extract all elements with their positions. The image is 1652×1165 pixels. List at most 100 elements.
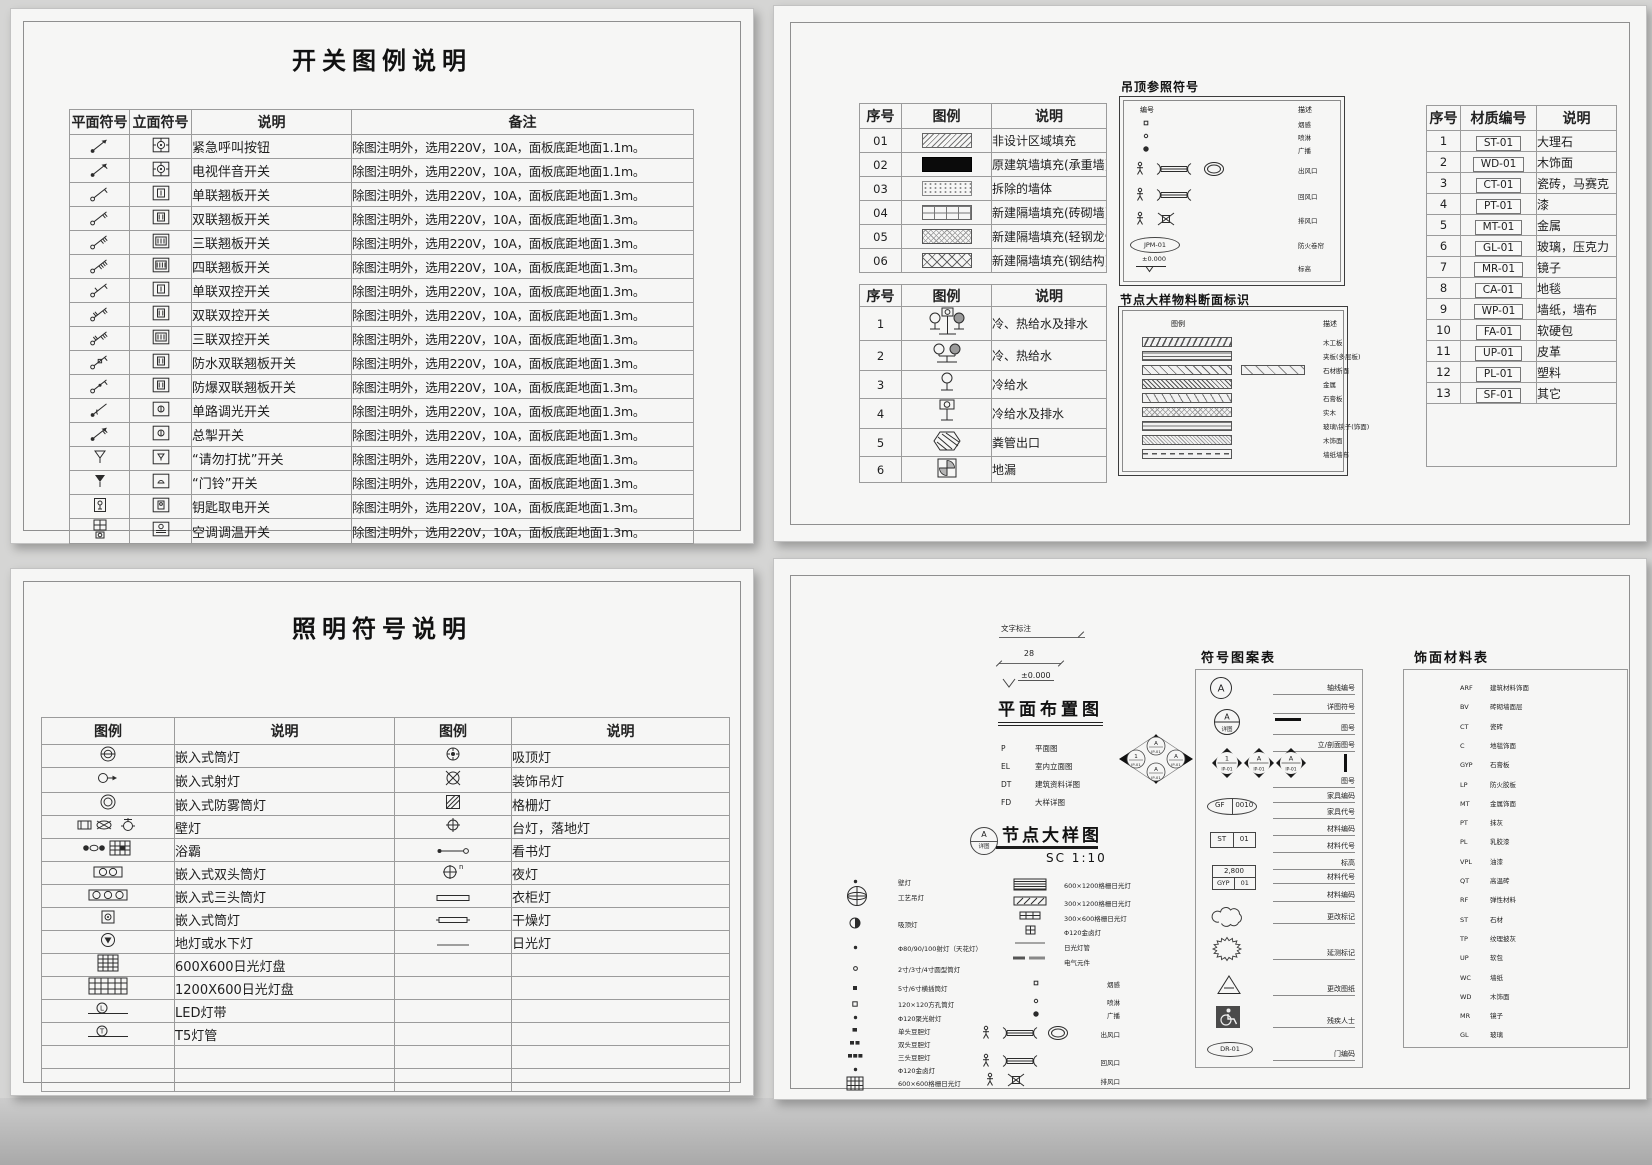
material-code: MT-01 [1460, 214, 1537, 236]
plan-symbol-icon [69, 350, 130, 375]
lighting-row: 嵌入式三头筒灯 衣柜灯 [41, 884, 730, 908]
c-spk-icon [1142, 145, 1150, 153]
plumbing-description: 地漏 [991, 456, 1107, 483]
col-legend: 图例 [901, 103, 992, 129]
symbol-label: 材料编码 [1273, 890, 1355, 902]
finish-code: MT [1460, 799, 1470, 808]
ceiling-item-label: 排风口 [1298, 217, 1318, 225]
lamp-item-label: 双头豆胆灯 [898, 1041, 931, 1049]
lamp-symbol-icon [41, 953, 175, 977]
lamp-item-label: 120×120方孔筒灯 [898, 1001, 955, 1009]
finish-code: PL [1460, 838, 1468, 847]
row-number: 2 [1426, 151, 1461, 173]
material-row: 11 UP-01 皮革 [1426, 340, 1617, 362]
finish-code: ST [1460, 915, 1469, 924]
fill-description: 新建隔墙填充(砖砌墙) [991, 200, 1107, 225]
sheet-switch-legend: 开关图例说明 平面符号 立面符号 说明 备注 紧急呼叫按钮 除图注明外，选用220… [10, 8, 754, 544]
bar-veneer-icon [1142, 435, 1232, 445]
material-code: UP-01 [1460, 340, 1537, 362]
lamp-description: 夜灯 [511, 861, 730, 885]
airflow-person-icon [1134, 211, 1146, 226]
row-number: 4 [859, 398, 902, 429]
ceiling-item-label: 出风口 [1298, 167, 1318, 175]
lamp-symbol-icon: L [41, 999, 175, 1023]
finish-material-row: ARF 建筑材料饰面 [1460, 682, 1529, 692]
d-bean3-icon [842, 1053, 868, 1059]
lamp-item-label: 日光灯管 [1064, 944, 1090, 952]
switch-row: 空调调温开关 除图注明外，选用220V，10A，面板底距地面1.3m。 [69, 518, 694, 544]
plan-symbol-icon [69, 494, 130, 519]
switch-description: 电视伴音开关 [191, 158, 352, 183]
fill-swatch-cell [901, 248, 992, 273]
lamp-symbol-icon [394, 1068, 512, 1092]
lamp-symbol-icon [394, 953, 512, 977]
airflow-person-icon [984, 1072, 996, 1087]
svg-text:A: A [1224, 713, 1230, 722]
bar-stone-icon [1142, 365, 1232, 375]
page-title-switch: 开关图例说明 [292, 47, 472, 75]
switch-row: 双联双控开关 除图注明外，选用220V，10A，面板底距地面1.3m。 [69, 302, 694, 327]
switch-remark: 除图注明外，选用220V，10A，面板底距地面1.3m。 [351, 302, 694, 327]
lamp-symbol-icon [41, 976, 175, 1000]
bar-glass-icon [1142, 421, 1232, 431]
col-remark: 备注 [351, 109, 694, 135]
exhaust-icon [1156, 211, 1176, 227]
switch-description: 四联翘板开关 [191, 254, 352, 279]
svg-text:A: A [1289, 755, 1294, 763]
svg-text:IP-01: IP-01 [1151, 775, 1161, 780]
c-spk-icon [1032, 1010, 1040, 1018]
finish-material-row: WD 木饰面 [1460, 991, 1510, 1001]
hvac-item-label: 烟感 [1107, 981, 1120, 989]
lighting-row: 浴霸 看书灯 [41, 838, 730, 862]
switch-remark: 除图注明外，选用220V，10A，面板底距地面1.3m。 [351, 374, 694, 399]
lamp-item-label: Φ120金卤灯 [1064, 929, 1102, 937]
bar-zig-icon [1142, 337, 1232, 347]
fill-swatch-cell [901, 128, 992, 153]
symbol-label: 图号 [1273, 776, 1355, 788]
plumbing-symbol-icon [901, 456, 992, 483]
symbol-label: 材料编码 [1273, 824, 1355, 836]
lighting-row: 1200X600日光灯盘 [41, 976, 730, 1000]
plumbing-description: 冷给水 [991, 370, 1107, 399]
plan-symbol-icon [69, 134, 130, 159]
material-row: 9 WP-01 墙纸，墙布 [1426, 298, 1617, 320]
material-description: 皮革 [1536, 340, 1617, 362]
g-mh-icon [1012, 925, 1048, 935]
fill-row: 05 新建隔墙填充(轻钢龙骨) [859, 224, 1107, 249]
d-grid-icon [842, 1076, 868, 1091]
level-value: ±0.000 [1142, 255, 1167, 263]
finish-code: GYP [1460, 761, 1473, 770]
lamp-description: LED灯带 [174, 999, 395, 1023]
svg-text:n: n [459, 863, 463, 871]
plumbing-symbol-icon [901, 306, 992, 341]
fill-table-header: 序号 图例 说明 [859, 103, 1107, 129]
lamp-description: 衣柜灯 [511, 884, 730, 908]
lamp-description [174, 1045, 395, 1069]
material-code: FA-01 [1460, 319, 1537, 341]
switch-description: 钥匙取电开关 [191, 494, 352, 519]
finish-code: BV [1460, 703, 1469, 712]
finish-material-row: VPL 油漆 [1460, 856, 1503, 866]
lamp-description: 600X600日光灯盘 [174, 953, 395, 977]
lamp-description: 壁灯 [174, 815, 395, 839]
lamp-item-label: 吸顶灯 [898, 921, 918, 929]
plumbing-row: 3 冷给水 [859, 370, 1107, 399]
finish-material-row: ST 石材 [1460, 914, 1503, 924]
symbol-pattern-box: 轴线编号 详图符号 图号 立/剖面图号 图号 家具编码 家具代号 材料编码 材料代号 标高 材料代号… [1195, 669, 1363, 1068]
switch-description: 防爆双联翘板开关 [191, 374, 352, 399]
g-1200-icon [1012, 878, 1048, 891]
lighting-row: 嵌入式筒灯 吸顶灯 [41, 744, 730, 768]
lamp-item-label: 300×1200格栅日光灯 [1064, 900, 1131, 908]
lamp-description: 浴霸 [174, 838, 395, 862]
material-description: 墙纸，墙布 [1536, 298, 1617, 320]
material-description: 大理石 [1536, 130, 1617, 152]
plan-symbol-icon [69, 446, 130, 471]
finish-table-title: 饰面材料表 [1414, 651, 1490, 666]
lamp-item-label: Φ80/90/100射灯（天花灯） [898, 945, 982, 953]
elevation-symbol-icon [129, 326, 192, 351]
svg-text:A: A [1218, 684, 1225, 695]
ceiling-item-label: 标高 [1298, 265, 1311, 273]
material-description: 塑料 [1536, 361, 1617, 383]
ceiling-item-label: 广播 [1298, 147, 1311, 155]
material-code: WD-01 [1460, 151, 1537, 173]
